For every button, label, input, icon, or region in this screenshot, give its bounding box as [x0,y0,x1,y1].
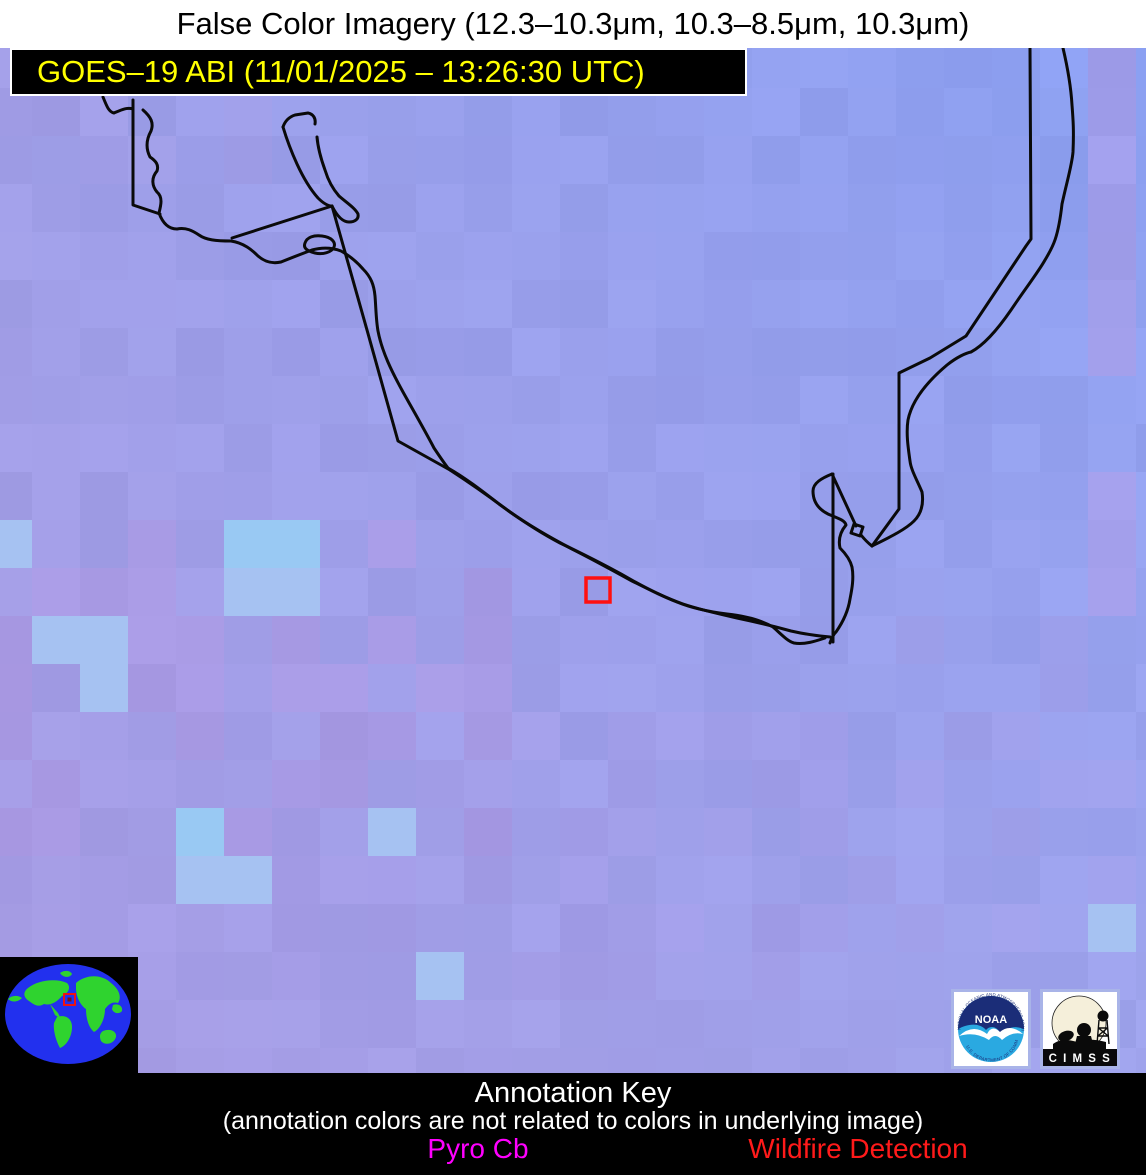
globe-marker-dot [67,997,72,1002]
cimss-wordmark: C I M S S [1049,1053,1112,1065]
locator-globe [5,964,131,1064]
satellite-imagery [0,48,1146,1073]
page-title: False Color Imagery (12.3–10.3μm, 10.3–8… [176,6,970,41]
globe-continents [8,970,123,1048]
noaa-logo: NATIONAL OCEANIC AND ATMOSPHERIC ADMINIS… [951,988,1031,1069]
goes-banner: GOES–19 ABI (11/01/2025 – 13:26:30 UTC) [10,48,747,96]
goes-banner-text: GOES–19 ABI (11/01/2025 – 13:26:30 UTC) [37,54,645,89]
coastline-overlay [101,48,1075,645]
cimss-silhouette [1053,1010,1110,1052]
wildfire-detection-box [584,576,612,604]
false-color-pixel-mosaic [0,48,1146,1073]
noaa-wordmark: NOAA [975,1014,1007,1026]
globe-marker-box [63,993,76,1006]
cimss-emblem: C I M S S [1043,995,1117,1066]
cimss-logo: C I M S S [1040,989,1120,1069]
annotation-key-bar: Annotation Key (annotation colors are no… [0,1073,1146,1175]
title-band: False Color Imagery (12.3–10.3μm, 10.3–8… [0,0,1146,48]
annotation-key-heading: Annotation Key [474,1077,672,1109]
annotation-key-note: (annotation colors are not related to co… [222,1107,924,1135]
globe-ocean [5,964,131,1064]
noaa-emblem: NATIONAL OCEANIC AND ATMOSPHERIC ADMINIS… [952,988,1025,1063]
key-item-pyro-cb: Pyro Cb [427,1133,529,1164]
key-item-wildfire-detection: Wildfire Detection [748,1133,968,1164]
imagery-canvas [0,48,1146,1073]
locator-globe-inset [0,957,138,1073]
